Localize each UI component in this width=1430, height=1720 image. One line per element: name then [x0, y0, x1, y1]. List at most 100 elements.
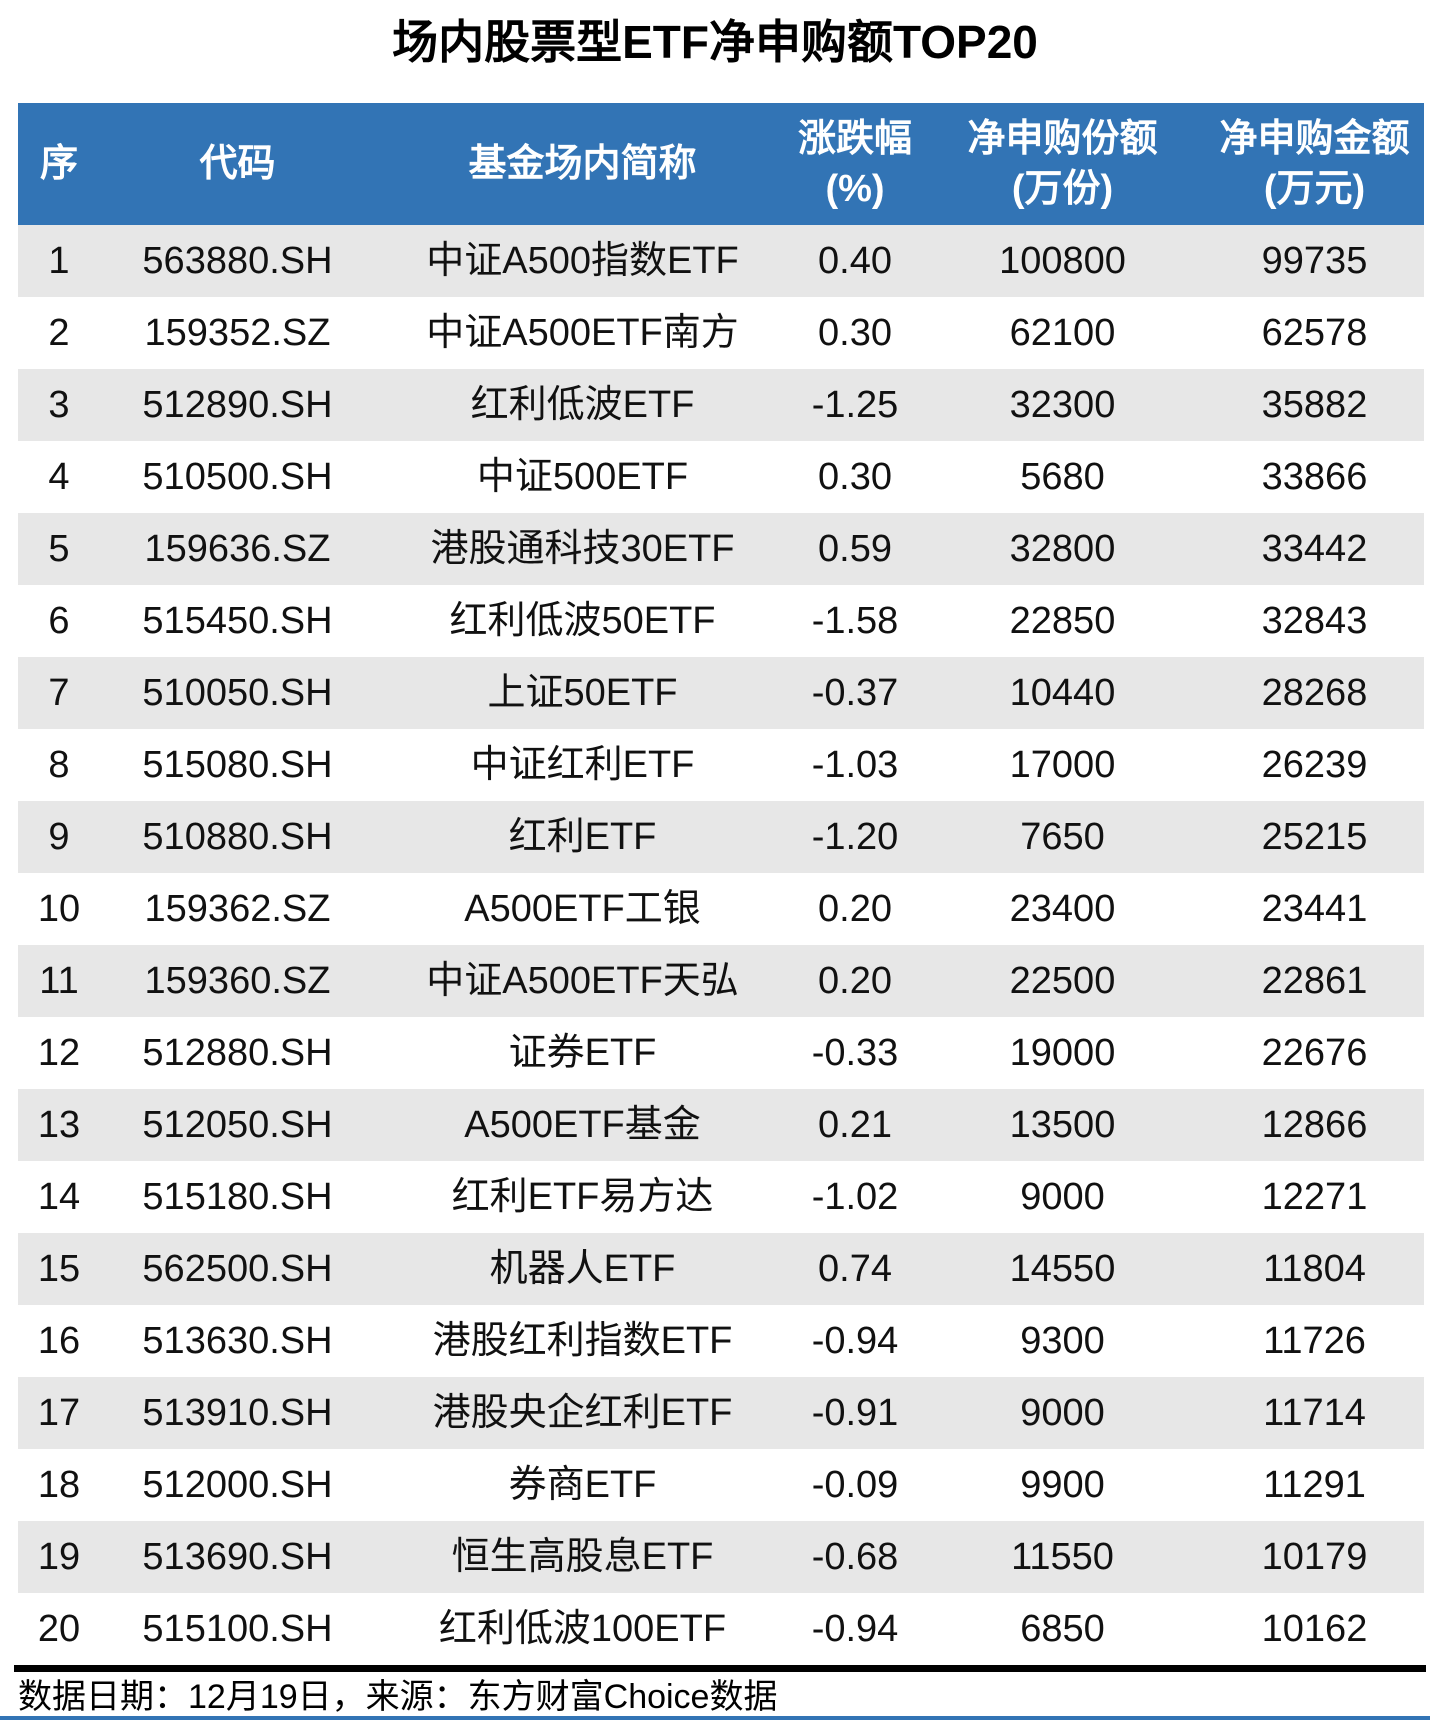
- table-cell: 6850: [1020, 1608, 1105, 1650]
- table-cell: 0.21: [818, 1104, 892, 1146]
- header-cell-4: 净申购份额 (万份): [920, 103, 1205, 225]
- bottom-accent-bar: [0, 1716, 1430, 1720]
- table-cell: 港股央企红利ETF: [432, 1392, 733, 1434]
- table-cell: 22676: [1261, 1032, 1368, 1074]
- table-cell: 中证红利ETF: [470, 744, 695, 786]
- table-cell: 10440: [1009, 672, 1116, 714]
- table-cell: 10: [37, 888, 81, 930]
- table-cell: 33866: [1261, 456, 1368, 498]
- table-cell: -0.68: [811, 1536, 899, 1578]
- table-cell: -0.37: [811, 672, 899, 714]
- header-label: 净申购金额: [1219, 118, 1410, 160]
- table-cell: 9300: [1020, 1320, 1105, 1362]
- table-cell: 8: [48, 744, 70, 786]
- table-cell: 14: [37, 1176, 81, 1218]
- page-title: 场内股票型ETF净申购额TOP20: [392, 16, 1038, 68]
- table-cell: 0.30: [818, 312, 892, 354]
- table-cell: 红利低波50ETF: [449, 600, 716, 642]
- table-cell: 159352.SZ: [144, 312, 331, 354]
- table-cell: 19: [37, 1536, 81, 1578]
- table-cell: 13: [37, 1104, 81, 1146]
- table-cell: 1: [48, 240, 70, 282]
- table-cell: 26239: [1261, 744, 1368, 786]
- table-row: 14 515180.SH 红利ETF易方达 -1.02 9000 12271: [18, 1161, 1424, 1233]
- table-body: 1 563880.SH 中证A500指数ETF 0.40 100800 99735 2 159…: [18, 225, 1424, 1665]
- table-cell: 11291: [1263, 1464, 1366, 1506]
- table-cell: 23400: [1009, 888, 1116, 930]
- header-label: 净申购份额: [967, 118, 1158, 160]
- table-cell: 2: [48, 312, 70, 354]
- table-cell: 20: [37, 1608, 81, 1650]
- table-cell: 28268: [1261, 672, 1368, 714]
- table-cell: 99735: [1261, 240, 1368, 282]
- table-cell: 港股通科技30ETF: [430, 528, 735, 570]
- header-label: 代码: [199, 143, 276, 185]
- table-cell: 3: [48, 384, 70, 426]
- table-cell: 510500.SH: [142, 456, 333, 498]
- table-row: 16 513630.SH 港股红利指数ETF -0.94 9300 11726: [18, 1305, 1424, 1377]
- table-cell: -1.58: [811, 600, 899, 642]
- table-cell: 512890.SH: [142, 384, 333, 426]
- footer-note: 数据日期：12月19日，来源：东方财富Choice数据: [18, 1678, 778, 1716]
- etf-table: 序代码 基金场内简称 涨跌幅 (%) 净申购份额 (万份) 净申购金额 (万元) 1 56388…: [18, 103, 1424, 1665]
- header-cell-2: 基金场内简称: [375, 103, 790, 225]
- table-cell: 0.30: [818, 456, 892, 498]
- table-cell: 62578: [1261, 312, 1368, 354]
- table-row: 9 510880.SH 红利ETF -1.20 7650 25215: [18, 801, 1424, 873]
- table-cell: 19000: [1009, 1032, 1116, 1074]
- table-cell: 515100.SH: [142, 1608, 333, 1650]
- table-cell: 35882: [1261, 384, 1368, 426]
- table-cell: 9: [48, 816, 70, 858]
- table-cell: 25215: [1261, 816, 1368, 858]
- table-cell: 港股红利指数ETF: [432, 1320, 733, 1362]
- table-cell: 12: [37, 1032, 81, 1074]
- header-label: 序: [39, 143, 78, 185]
- table-cell: A500ETF基金: [464, 1104, 701, 1146]
- table-row: 6 515450.SH 红利低波50ETF -1.58 22850 32843: [18, 585, 1424, 657]
- table-cell: 510050.SH: [142, 672, 333, 714]
- table-row: 5 159636.SZ 港股通科技30ETF 0.59 32800 33442: [18, 513, 1424, 585]
- table-cell: 513690.SH: [142, 1536, 333, 1578]
- table-cell: 5: [48, 528, 70, 570]
- table-cell: 13500: [1009, 1104, 1116, 1146]
- table-cell: 0.20: [818, 960, 892, 1002]
- table-cell: 红利低波100ETF: [438, 1608, 727, 1650]
- table-cell: -1.25: [811, 384, 899, 426]
- table-row: 8 515080.SH 中证红利ETF -1.03 17000 26239: [18, 729, 1424, 801]
- table-cell: 11550: [1011, 1536, 1114, 1578]
- table-cell: -0.94: [811, 1320, 899, 1362]
- table-cell: 0.20: [818, 888, 892, 930]
- header-cell-1: 代码: [100, 103, 375, 225]
- table-row: 15 562500.SH 机器人ETF 0.74 14550 11804: [18, 1233, 1424, 1305]
- table-cell: 18: [37, 1464, 81, 1506]
- table-cell: -0.91: [811, 1392, 899, 1434]
- table-cell: 9000: [1020, 1392, 1105, 1434]
- table-cell: 159636.SZ: [144, 528, 331, 570]
- table-cell: 0.74: [818, 1248, 892, 1290]
- table-header-row: 序 代码 基金场内简称 涨跌幅 (%) 净申购份额 (万份) 净申购金额 (万元): [18, 103, 1424, 225]
- table-cell: 券商ETF: [508, 1464, 657, 1506]
- table-cell: 机器人ETF: [489, 1248, 676, 1290]
- table-cell: 12271: [1261, 1176, 1368, 1218]
- table-cell: 14550: [1009, 1248, 1116, 1290]
- table-cell: -1.03: [811, 744, 899, 786]
- table-cell: 563880.SH: [142, 240, 333, 282]
- table-row: 12 512880.SH 证券ETF -0.33 19000 22676: [18, 1017, 1424, 1089]
- table-cell: 中证A500ETF南方: [426, 312, 739, 354]
- table-cell: 512880.SH: [142, 1032, 333, 1074]
- table-cell: 159360.SZ: [144, 960, 331, 1002]
- table-cell: 513630.SH: [142, 1320, 333, 1362]
- header-unit: (万元): [1263, 168, 1366, 210]
- table-row: 17 513910.SH 港股央企红利ETF -0.91 9000 11714: [18, 1377, 1424, 1449]
- table-cell: 515080.SH: [142, 744, 333, 786]
- table-cell: 512050.SH: [142, 1104, 333, 1146]
- table-cell: 6: [48, 600, 70, 642]
- table-cell: 中证A500指数ETF: [426, 240, 739, 282]
- table-cell: -1.02: [811, 1176, 899, 1218]
- header-cell-0: 序: [18, 103, 100, 225]
- table-cell: 红利ETF易方达: [451, 1176, 714, 1218]
- table-cell: 510880.SH: [142, 816, 333, 858]
- table-cell: 证券ETF: [508, 1032, 657, 1074]
- table-cell: 32843: [1261, 600, 1368, 642]
